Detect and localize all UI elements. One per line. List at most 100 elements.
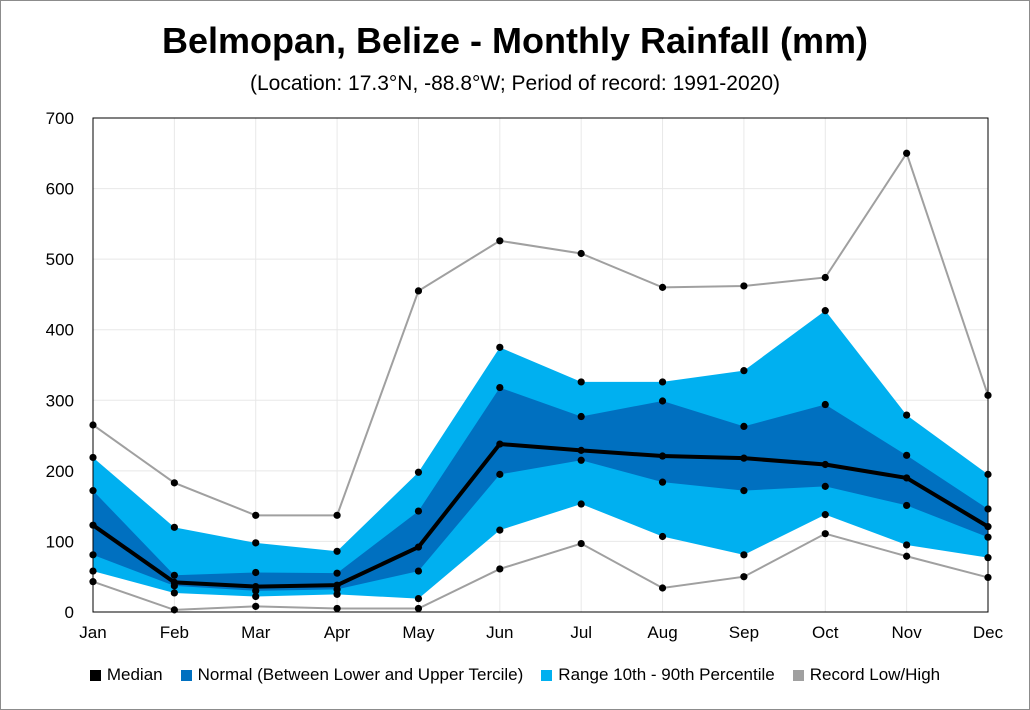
lower-tercile-point bbox=[740, 487, 748, 495]
record-high-point bbox=[496, 237, 504, 245]
p10-point bbox=[496, 526, 504, 534]
legend-item-range: Range 10th - 90th Percentile bbox=[541, 665, 775, 685]
median-point bbox=[577, 446, 585, 454]
median-line bbox=[91, 442, 990, 589]
data-points bbox=[89, 149, 992, 614]
legend-item-record: Record Low/High bbox=[792, 665, 941, 685]
p90-point bbox=[496, 343, 504, 351]
record-low-line bbox=[92, 532, 989, 611]
record-high-point bbox=[903, 149, 911, 157]
legend-label-normal: Normal (Between Lower and Upper Tercile) bbox=[197, 665, 524, 684]
upper-tercile-point bbox=[170, 571, 178, 579]
upper-tercile-point bbox=[577, 412, 585, 421]
record-high-point bbox=[252, 511, 260, 519]
record-low-point bbox=[903, 552, 911, 560]
x-tick-label: Mar bbox=[241, 623, 271, 642]
legend-label-median: Median bbox=[106, 665, 163, 684]
p90-point bbox=[740, 367, 748, 375]
x-tick-label: Aug bbox=[647, 623, 677, 642]
p10-point bbox=[170, 589, 178, 597]
record-high-point bbox=[740, 282, 748, 290]
p10-point bbox=[658, 532, 667, 541]
legend-label-range: Range 10th - 90th Percentile bbox=[558, 665, 775, 684]
x-tick-label: Apr bbox=[324, 623, 351, 642]
p10-point bbox=[252, 592, 260, 601]
chart-title: Belmopan, Belize - Monthly Rainfall (mm) bbox=[161, 20, 869, 61]
axes: 0 100 200 300 400 500 600 700 Jan Feb Mar Apr May Jun… bbox=[46, 109, 1004, 642]
record-low-point bbox=[414, 604, 423, 613]
record-low-point bbox=[252, 602, 260, 610]
record-high-point bbox=[333, 511, 341, 519]
median-point bbox=[821, 460, 829, 469]
median-point bbox=[414, 543, 423, 551]
p10-point bbox=[414, 594, 423, 603]
legend: Median Normal (Between Lower and Upper T… bbox=[0, 665, 1030, 685]
p10-point bbox=[821, 511, 829, 519]
p10-point bbox=[903, 541, 911, 549]
y-tick-label: 500 bbox=[46, 250, 74, 269]
x-tick-label: Feb bbox=[160, 623, 189, 642]
median-point bbox=[903, 474, 911, 482]
upper-tercile-point bbox=[658, 397, 667, 405]
x-tick-label: May bbox=[402, 623, 435, 642]
x-tick-label: Nov bbox=[892, 623, 923, 642]
x-tick-label: Sep bbox=[729, 623, 759, 642]
record-low-point bbox=[821, 530, 829, 538]
tercile-band-area bbox=[93, 387, 988, 591]
lower-tercile-point bbox=[414, 567, 423, 575]
lower-tercile-point bbox=[658, 478, 667, 486]
record-high-point bbox=[821, 273, 829, 282]
upper-tercile-point bbox=[496, 383, 504, 392]
upper-tercile-point bbox=[821, 400, 829, 409]
p90-point bbox=[821, 307, 829, 315]
plot-border bbox=[92, 117, 989, 613]
record-low-point bbox=[333, 604, 341, 613]
legend-swatch-median bbox=[89, 669, 101, 681]
x-tick-label: Oct bbox=[812, 623, 839, 642]
p90-point bbox=[333, 547, 341, 555]
record-high-point bbox=[414, 287, 423, 295]
upper-tercile-point bbox=[903, 451, 911, 459]
x-tick-label: Jul bbox=[570, 623, 592, 642]
record-high-point bbox=[577, 249, 585, 258]
x-tick-label: Jan bbox=[79, 623, 106, 642]
y-tick-label: 700 bbox=[46, 109, 74, 128]
median-point bbox=[740, 454, 748, 462]
upper-tercile-point bbox=[414, 507, 423, 515]
lower-tercile-point bbox=[577, 456, 585, 464]
upper-tercile-point bbox=[333, 569, 341, 577]
legend-item-median: Median bbox=[89, 665, 163, 685]
y-tick-label: 0 bbox=[65, 603, 74, 622]
upper-tercile-point bbox=[252, 568, 260, 577]
p10-point bbox=[740, 551, 748, 559]
lower-tercile-point bbox=[903, 501, 911, 510]
y-tick-label: 600 bbox=[46, 180, 74, 199]
p90-point bbox=[252, 539, 260, 547]
record-low-point bbox=[740, 573, 748, 581]
median-point bbox=[658, 452, 667, 460]
p90-point bbox=[577, 378, 585, 386]
record-low-point bbox=[496, 565, 504, 573]
median-point bbox=[252, 582, 260, 591]
record-high-line bbox=[92, 151, 989, 517]
p90-point bbox=[658, 378, 667, 386]
p90-point bbox=[414, 468, 423, 476]
legend-item-normal: Normal (Between Lower and Upper Tercile) bbox=[180, 665, 524, 685]
y-tick-label: 400 bbox=[46, 321, 74, 340]
rainfall-chart: 0 100 200 300 400 500 600 700 Jan Feb Mar Apr May Jun… bbox=[46, 109, 1004, 642]
y-tick-label: 300 bbox=[46, 391, 74, 410]
x-tick-label: Dec bbox=[973, 623, 1004, 642]
lower-tercile-point bbox=[821, 482, 829, 490]
legend-swatch-range bbox=[541, 669, 553, 681]
record-high-point bbox=[170, 479, 178, 487]
series-lines bbox=[91, 151, 990, 611]
p10-point bbox=[577, 500, 585, 508]
legend-swatch-normal bbox=[180, 669, 192, 681]
p90-point bbox=[170, 523, 178, 531]
legend-label-record: Record Low/High bbox=[809, 665, 941, 684]
y-tick-label: 200 bbox=[46, 462, 74, 481]
record-high-point bbox=[658, 283, 667, 291]
record-low-point bbox=[577, 539, 585, 548]
p90-point bbox=[903, 411, 911, 419]
p10-point bbox=[333, 590, 341, 598]
